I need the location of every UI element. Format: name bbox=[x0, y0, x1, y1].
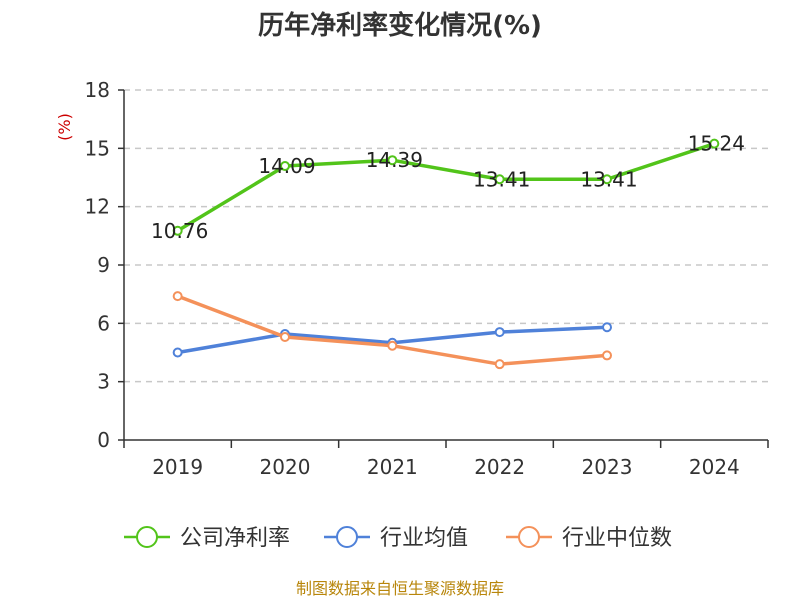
data-label: 13.41 bbox=[580, 167, 637, 191]
axes: 0 3 6 9 12 15 18 2019 2020 2021 2022 2023 2024 bbox=[85, 78, 769, 479]
series-group bbox=[172, 138, 720, 370]
chart-title: 历年净利率变化情况(%) bbox=[258, 10, 542, 41]
legend-marker bbox=[336, 526, 358, 548]
data-point bbox=[602, 350, 612, 361]
legend-marker bbox=[136, 526, 158, 548]
series-line-0 bbox=[176, 142, 715, 233]
data-point bbox=[494, 174, 505, 185]
data-point bbox=[172, 347, 183, 358]
data-point bbox=[387, 340, 398, 351]
data-label: 14.39 bbox=[366, 148, 423, 172]
data-label: 10.76 bbox=[151, 219, 208, 243]
data-point bbox=[602, 174, 612, 185]
legend-label: 公司净利率 bbox=[180, 526, 290, 551]
x-tick-label: 2022 bbox=[474, 455, 525, 479]
legend: 公司净利率 行业均值 行业中位数 bbox=[124, 526, 672, 551]
source-note: 制图数据来自恒生聚源数据库 bbox=[296, 579, 504, 598]
data-point bbox=[494, 327, 505, 338]
data-label: 15.24 bbox=[688, 132, 745, 156]
data-labels: 10.76 14.09 14.39 13.41 13.41 15.24 bbox=[151, 132, 745, 243]
legend-label: 行业均值 bbox=[380, 526, 468, 551]
x-tick-label: 2019 bbox=[152, 455, 203, 479]
y-tick-label: 6 bbox=[97, 311, 110, 335]
legend-label: 行业中位数 bbox=[562, 526, 672, 551]
data-label: 14.09 bbox=[258, 154, 315, 178]
x-tick-label: 2023 bbox=[582, 455, 633, 479]
y-tick-label: 0 bbox=[97, 428, 110, 452]
data-point bbox=[280, 331, 290, 342]
y-tick-label: 9 bbox=[97, 253, 110, 277]
legend-marker bbox=[518, 526, 540, 548]
x-tick-label: 2024 bbox=[689, 455, 740, 479]
data-point bbox=[709, 138, 720, 149]
y-tick-label: 15 bbox=[85, 136, 110, 160]
data-point bbox=[387, 155, 398, 166]
data-point bbox=[172, 291, 183, 302]
data-point bbox=[280, 161, 290, 172]
x-tick-label: 2021 bbox=[367, 455, 418, 479]
grid-lines bbox=[124, 89, 768, 383]
y-axis-unit-label: (%) bbox=[55, 113, 74, 141]
data-point bbox=[602, 322, 612, 333]
y-tick-label: 3 bbox=[97, 370, 110, 394]
x-tick-label: 2020 bbox=[260, 455, 311, 479]
y-tick-label: 12 bbox=[85, 195, 110, 219]
data-point bbox=[494, 359, 505, 370]
data-point bbox=[172, 225, 183, 236]
data-label: 13.41 bbox=[473, 167, 530, 191]
y-tick-label: 18 bbox=[85, 78, 110, 102]
